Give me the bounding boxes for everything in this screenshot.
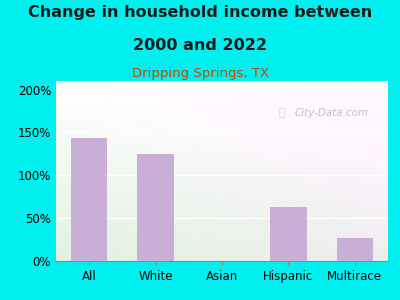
Text: 2000 and 2022: 2000 and 2022 <box>133 38 267 52</box>
Bar <box>336 238 373 261</box>
Bar <box>137 154 174 261</box>
Text: City-Data.com: City-Data.com <box>295 108 369 118</box>
Text: 🔍: 🔍 <box>278 108 285 118</box>
Text: Change in household income between: Change in household income between <box>28 4 372 20</box>
Bar <box>270 207 307 261</box>
Text: Dripping Springs, TX: Dripping Springs, TX <box>132 68 268 80</box>
Bar <box>71 138 108 261</box>
